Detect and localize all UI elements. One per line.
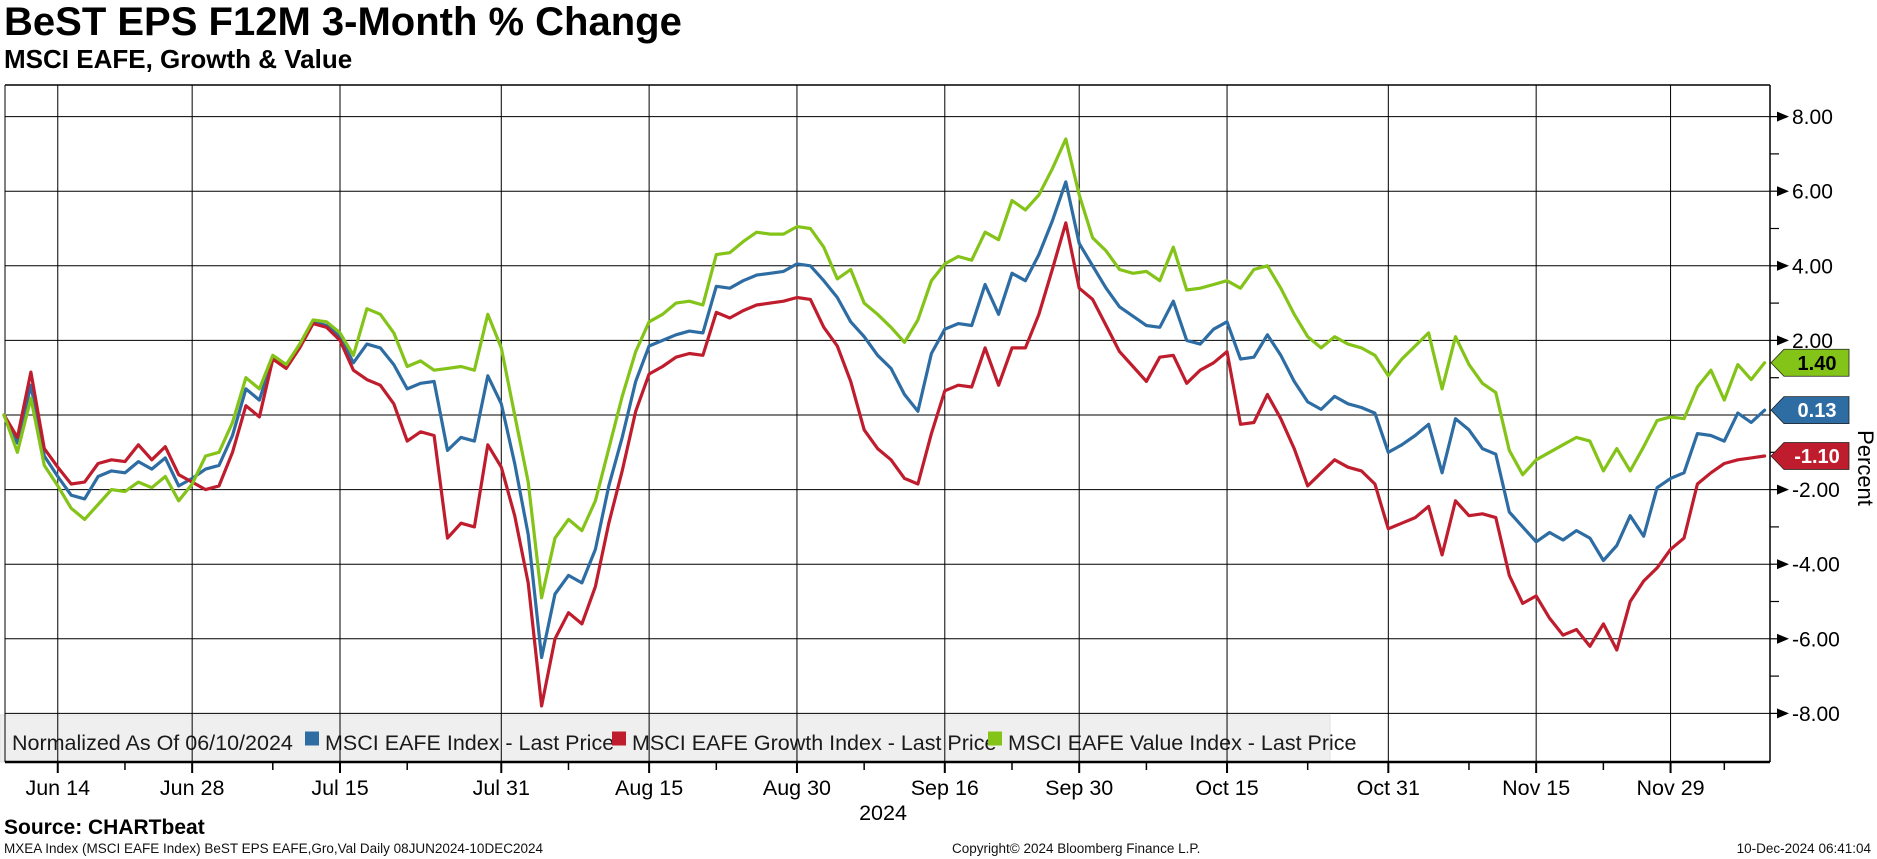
y-axis: 8.00 6.00 4.00 2.00 -2.00 -4.00 -6.00 -8.00 Perc… — [1770, 106, 1877, 726]
x-tick-label: Jul 31 — [473, 776, 530, 800]
legend-item-label: MSCI EAFE Index - Last Price — [325, 731, 614, 755]
y-tick-label: -4.00 — [1792, 554, 1840, 577]
y-tick-arrow-icon — [1777, 559, 1789, 570]
series-lines — [2, 137, 1767, 708]
legend-swatch-icon — [988, 731, 1002, 746]
x-tick-label: Jul 15 — [311, 776, 368, 800]
x-tick-label: Sep 16 — [911, 776, 979, 800]
footnote-timestamp: 10-Dec-2024 06:41:04 — [1736, 841, 1871, 856]
last-price-badge-value: -1.10 — [1794, 446, 1840, 468]
y-tick-arrow-icon — [1777, 111, 1789, 122]
x-tick-label: Jun 28 — [160, 776, 225, 800]
y-tick-arrow-icon — [1777, 484, 1789, 495]
last-price-badges: 1.40 0.13 -1.10 — [1770, 348, 1850, 470]
x-tick-label: Aug 15 — [615, 776, 683, 800]
y-tick-label: -8.00 — [1792, 703, 1840, 726]
y-axis-title: Percent — [1853, 430, 1877, 506]
series-line-msci-eafe-growth-index-last-price — [2, 221, 1767, 708]
last-price-badge-value: 1.40 — [1798, 353, 1837, 375]
y-tick-label: 4.00 — [1792, 255, 1833, 278]
x-tick-label: Oct 15 — [1195, 776, 1258, 800]
legend-strip: Normalized As Of 06/10/2024 MSCI EAFE Ind… — [0, 714, 1357, 763]
y-tick-label: -6.00 — [1792, 628, 1840, 651]
y-tick-label: 2.00 — [1792, 330, 1833, 353]
legend-item[interactable]: MSCI EAFE Value Index - Last Price — [988, 731, 1357, 755]
last-price-badge: 1.40 — [1770, 348, 1850, 377]
y-tick-arrow-icon — [1777, 260, 1789, 271]
y-tick-label: -2.00 — [1792, 479, 1840, 502]
x-axis: Jun 14 Jun 28 Jul 15 Jul 31 Aug 15 Aug 30 Sep … — [25, 762, 1726, 825]
gridlines — [5, 85, 1770, 762]
legend-normalized-label: Normalized As Of 06/10/2024 — [12, 731, 293, 755]
y-tick-arrow-icon — [1777, 633, 1789, 644]
x-axis-year-label: 2024 — [859, 801, 907, 825]
legend-item-label: MSCI EAFE Growth Index - Last Price — [632, 731, 996, 755]
x-tick-label: Oct 31 — [1357, 776, 1420, 800]
x-tick-label: Nov 15 — [1502, 776, 1570, 800]
last-price-badge-value: 0.13 — [1798, 400, 1837, 422]
legend-swatch-icon — [612, 731, 626, 746]
y-tick-arrow-icon — [1777, 335, 1789, 346]
last-price-badge: 0.13 — [1770, 396, 1850, 425]
y-tick-label: 8.00 — [1792, 106, 1833, 129]
footnote-description: MXEA Index (MSCI EAFE Index) BeST EPS EA… — [4, 841, 543, 856]
legend-item-label: MSCI EAFE Value Index - Last Price — [1008, 731, 1357, 755]
x-tick-label: Aug 30 — [763, 776, 831, 800]
footnote-copyright: Copyright© 2024 Bloomberg Finance L.P. — [952, 841, 1201, 856]
y-tick-arrow-icon — [1777, 708, 1789, 719]
y-tick-arrow-icon — [1777, 186, 1789, 197]
plot-frame — [4, 84, 1771, 764]
legend-item[interactable]: MSCI EAFE Index - Last Price — [305, 731, 614, 755]
page-title: BeST EPS F12M 3-Month % Change — [4, 0, 682, 44]
source-label: Source: CHARTbeat — [4, 816, 205, 839]
x-tick-label: Sep 30 — [1045, 776, 1113, 800]
series-line-msci-eafe-value-index-last-price — [2, 137, 1767, 600]
legend-item[interactable]: MSCI EAFE Growth Index - Last Price — [612, 731, 996, 755]
x-tick-label: Nov 29 — [1636, 776, 1704, 800]
last-price-badge: -1.10 — [1770, 442, 1850, 470]
x-tick-label: Jun 14 — [25, 776, 90, 800]
y-tick-label: 6.00 — [1792, 181, 1833, 204]
legend-swatch-icon — [305, 731, 319, 746]
page-subtitle: MSCI EAFE, Growth & Value — [4, 44, 353, 74]
